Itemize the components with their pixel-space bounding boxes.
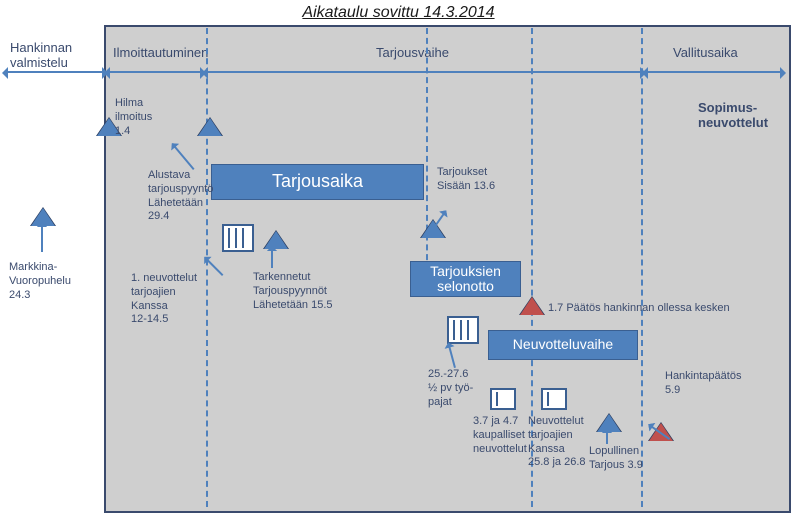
milestone-label: Lopullinen Tarjous 3.9	[589, 445, 643, 473]
workshop-box	[222, 224, 254, 252]
phase-bar-neuvottelu: Neuvotteluvaihe	[488, 330, 638, 360]
pointer-arrow	[606, 432, 608, 444]
workshop-label: Neuvottelut tarjoajien Kanssa 25.8 ja 26…	[528, 415, 586, 470]
milestone-label: Tarjoukset Sisään 13.6	[437, 166, 495, 194]
phase-bar-selonotto: Tarjouksien selonotto	[410, 261, 521, 297]
workshop-box	[490, 388, 516, 410]
milestone-label: Markkina- Vuoropuhelu 24.3	[9, 261, 71, 302]
phase-contract: Sopimus- neuvottelut	[698, 100, 768, 130]
timeline-axis	[110, 71, 200, 73]
milestone-marker	[197, 117, 223, 136]
milestone-label: Tarkennetut Tarjouspyynnöt Lähetetään 15…	[253, 271, 333, 312]
timeline-axis	[208, 71, 640, 73]
workshop-label: 25.-27.6 ½ pv työ- pajat	[428, 368, 473, 409]
phase-divider	[206, 28, 208, 507]
diagram-title: Aikataulu sovittu 14.3.2014	[0, 4, 797, 22]
milestone-marker	[519, 296, 545, 315]
phase-prep: Hankinnan valmistelu	[10, 40, 72, 70]
timeline-axis	[8, 71, 102, 73]
workshop-box	[541, 388, 567, 410]
milestone-label: Hankintapäätös 5.9	[665, 370, 741, 398]
milestone-label: 1.7 Päätös hankinnan ollessa kesken	[548, 302, 730, 316]
phase-divider	[641, 28, 643, 507]
milestone-label: Hilma ilmoitus 1.4	[115, 97, 152, 138]
pointer-arrow	[41, 226, 43, 252]
workshop-label: 3.7 ja 4.7 kaupalliset neuvottelut	[473, 415, 527, 456]
phase-register: Ilmoittautuminen	[113, 45, 208, 60]
phase-appeal: Vallitusaika	[673, 45, 738, 60]
phase-offer: Tarjousvaihe	[376, 45, 449, 60]
milestone-label: Alustava tarjouspyyntö Lähetetään 29.4	[148, 169, 213, 224]
phase-bar-tarjousaika: Tarjousaika	[211, 164, 424, 200]
pointer-arrow	[271, 250, 273, 268]
workshop-label: 1. neuvottelut tarjoajien Kanssa 12-14.5	[131, 272, 197, 327]
timeline-axis	[648, 71, 780, 73]
